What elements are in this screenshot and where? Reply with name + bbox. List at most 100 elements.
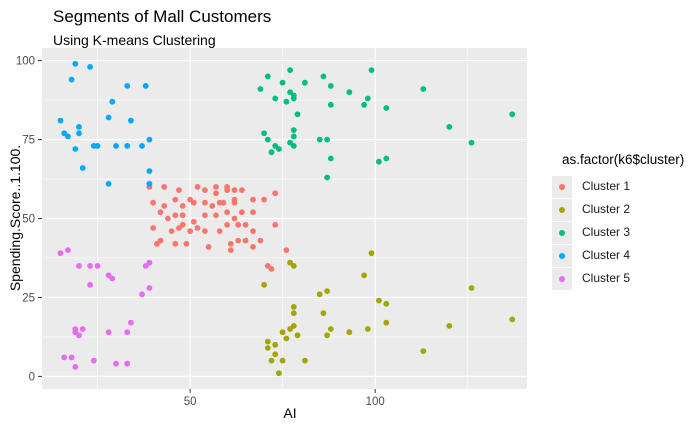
data-point-cluster-2 xyxy=(261,281,267,288)
data-point-cluster-1 xyxy=(202,199,208,206)
data-point-cluster-4 xyxy=(146,168,153,175)
data-point-cluster-1 xyxy=(231,196,238,203)
data-point-cluster-2 xyxy=(276,370,282,377)
data-point-cluster-1 xyxy=(190,218,197,225)
data-point-cluster-1 xyxy=(172,240,179,247)
data-point-cluster-3 xyxy=(346,89,353,96)
data-point-cluster-1 xyxy=(209,203,216,209)
y-tick-label: 0 xyxy=(29,371,35,383)
x-axis-ticks: 50 100 xyxy=(184,389,385,408)
x-axis-label: AI xyxy=(283,405,296,421)
y-tick-label: 75 xyxy=(22,135,35,147)
data-point-cluster-1 xyxy=(268,266,275,272)
data-point-cluster-4 xyxy=(72,60,79,67)
data-point-cluster-4 xyxy=(87,64,93,70)
data-point-cluster-1 xyxy=(242,221,249,228)
data-point-cluster-4 xyxy=(113,143,119,149)
data-point-cluster-2 xyxy=(290,323,297,329)
data-point-cluster-2 xyxy=(376,297,382,304)
data-point-cluster-3 xyxy=(279,79,286,86)
data-point-cluster-3 xyxy=(302,79,308,86)
data-point-cluster-3 xyxy=(290,133,297,140)
data-point-cluster-2 xyxy=(320,310,327,317)
data-point-cluster-1 xyxy=(176,187,182,194)
legend-key xyxy=(552,199,572,221)
y-axis-label: Spending.Score..1.100. xyxy=(7,145,23,291)
data-point-cluster-2 xyxy=(327,326,334,332)
data-point-cluster-1 xyxy=(157,209,164,216)
data-point-cluster-3 xyxy=(446,124,453,130)
legend-item-cluster-1: Cluster 1 xyxy=(552,176,687,199)
data-point-cluster-5 xyxy=(146,259,153,266)
data-point-cluster-4 xyxy=(146,136,153,143)
data-point-cluster-4 xyxy=(142,83,149,89)
data-point-cluster-5 xyxy=(76,332,82,339)
data-point-cluster-2 xyxy=(509,316,516,323)
data-point-cluster-1 xyxy=(227,247,234,254)
data-point-cluster-2 xyxy=(268,357,275,364)
data-point-cluster-4 xyxy=(94,143,101,149)
data-point-cluster-1 xyxy=(187,228,194,235)
data-point-cluster-1 xyxy=(250,196,256,203)
data-point-cluster-3 xyxy=(376,158,382,165)
data-point-cluster-1 xyxy=(261,196,267,203)
major-gridlines xyxy=(42,48,527,389)
legend-item-cluster-3: Cluster 3 xyxy=(552,222,687,245)
data-point-cluster-3 xyxy=(272,95,279,102)
legend-dot xyxy=(559,253,565,259)
data-point-cluster-3 xyxy=(264,73,271,80)
x-tick-label: 100 xyxy=(366,396,385,408)
data-point-cluster-3 xyxy=(327,101,334,108)
data-point-cluster-5 xyxy=(113,360,119,367)
data-point-cluster-1 xyxy=(231,187,238,194)
data-point-cluster-3 xyxy=(320,73,327,80)
data-point-cluster-4 xyxy=(68,76,75,83)
data-point-cluster-5 xyxy=(109,275,116,282)
data-point-cluster-4 xyxy=(109,98,116,105)
data-point-cluster-2 xyxy=(264,345,271,351)
legend-label: Cluster 2 xyxy=(582,202,631,216)
chart-subtitle: Using K-means Clustering xyxy=(53,32,216,48)
data-point-cluster-1 xyxy=(161,184,168,190)
data-point-cluster-2 xyxy=(290,310,297,317)
data-point-cluster-1 xyxy=(150,225,157,231)
data-point-cluster-5 xyxy=(76,263,82,269)
data-point-cluster-5 xyxy=(57,250,64,257)
data-point-cluster-4 xyxy=(139,143,145,149)
data-point-cluster-2 xyxy=(290,304,297,310)
data-point-cluster-1 xyxy=(224,209,231,216)
data-point-cluster-3 xyxy=(268,149,275,156)
y-tick-label: 50 xyxy=(22,214,35,226)
data-point-cluster-1 xyxy=(242,237,249,244)
data-point-cluster-4 xyxy=(105,114,112,121)
data-point-cluster-1 xyxy=(172,212,179,219)
data-point-cluster-2 xyxy=(346,329,353,336)
data-point-cluster-2 xyxy=(279,329,286,336)
legend-item-cluster-4: Cluster 4 xyxy=(552,245,687,268)
data-point-cluster-3 xyxy=(290,143,297,149)
data-point-cluster-1 xyxy=(239,187,245,194)
data-point-cluster-1 xyxy=(216,228,223,235)
y-axis-ticks: 0 25 50 75 100 xyxy=(16,56,42,383)
data-point-cluster-3 xyxy=(383,105,390,111)
data-point-cluster-3 xyxy=(283,98,290,105)
data-point-cluster-3 xyxy=(420,86,427,92)
data-point-cluster-5 xyxy=(87,263,93,269)
data-point-cluster-3 xyxy=(361,101,367,108)
data-point-cluster-1 xyxy=(235,237,242,244)
data-point-cluster-2 xyxy=(324,288,330,294)
x-tick-label: 50 xyxy=(184,396,197,408)
data-point-cluster-1 xyxy=(183,240,190,247)
legend-key xyxy=(552,245,572,267)
data-point-cluster-3 xyxy=(257,86,264,92)
data-point-cluster-4 xyxy=(72,146,79,152)
legend-title: as.factor(k6$cluster) xyxy=(562,152,685,167)
data-point-cluster-5 xyxy=(68,354,75,361)
data-point-cluster-3 xyxy=(468,139,475,146)
data-point-cluster-5 xyxy=(124,329,131,336)
data-point-cluster-3 xyxy=(368,67,375,73)
data-point-cluster-1 xyxy=(194,184,201,190)
data-point-cluster-1 xyxy=(179,203,186,209)
data-point-cluster-2 xyxy=(290,263,297,269)
